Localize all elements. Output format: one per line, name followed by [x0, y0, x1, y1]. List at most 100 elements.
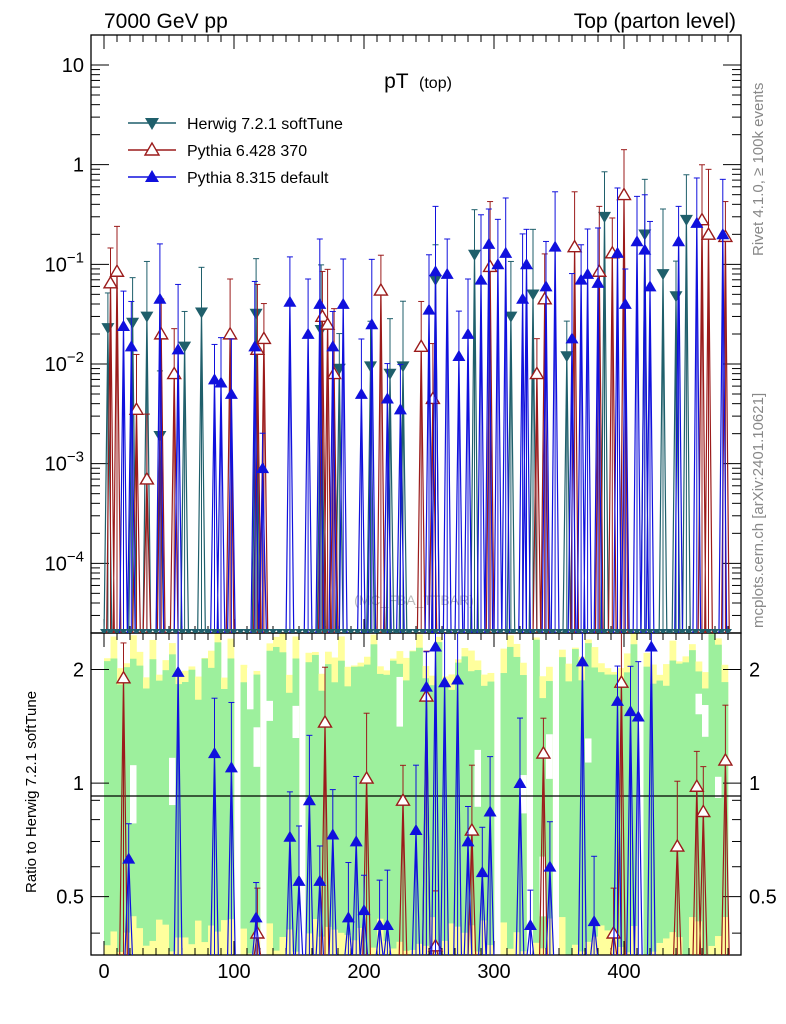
band-gap: [247, 667, 254, 710]
band-inner-bin: [208, 667, 215, 926]
band-gap: [130, 765, 137, 824]
main-title-text: pT: [384, 70, 409, 93]
band-inner-bin: [253, 674, 261, 936]
band-inner-bin: [708, 634, 716, 946]
herwig-bottom-marker: [132, 629, 141, 633]
herwig-bottom-marker: [691, 629, 700, 633]
x-tick-label: 0: [98, 961, 109, 983]
pythia8-point: [171, 343, 185, 355]
herwig-bottom-marker: [353, 629, 362, 633]
herwig-bottom-marker: [568, 629, 576, 633]
ratio-pythia8-point: [461, 835, 475, 847]
herwig-bottom-marker: [503, 629, 511, 633]
band-inner-bin: [676, 663, 683, 938]
ratio-pythia6-point: [317, 714, 333, 728]
herwig-bottom-marker: [438, 629, 446, 633]
pythia6-point: [222, 326, 238, 340]
band-inner-bin: [442, 683, 449, 941]
herwig-bottom-marker: [360, 629, 368, 633]
band-inner-bin: [318, 690, 326, 937]
ratio-pythia8-point: [513, 776, 527, 788]
band-inner-bin: [663, 685, 670, 939]
band-inner-bin: [689, 650, 696, 918]
herwig-point: [195, 307, 208, 319]
band-gap: [715, 776, 722, 798]
herwig-bottom-marker: [223, 629, 232, 633]
ratio-pythia8-point: [631, 710, 645, 722]
band-inner-bin: [104, 661, 111, 946]
herwig-bottom-marker: [425, 629, 433, 633]
herwig-point: [101, 323, 115, 335]
main-title-sub: (top): [419, 75, 452, 92]
pythia6-point: [139, 471, 155, 485]
herwig-point: [656, 269, 670, 281]
band-inner-bin: [240, 682, 248, 929]
pythia8-point: [429, 265, 442, 277]
herwig-point: [679, 214, 693, 226]
herwig-bottom-marker: [301, 629, 310, 633]
pythia8-point: [491, 258, 505, 270]
herwig-bottom-marker: [184, 629, 193, 633]
band-inner-bin: [201, 658, 209, 943]
band-inner-bin: [643, 666, 651, 955]
band-inner-bin: [572, 649, 579, 945]
ratio-pythia8-point: [611, 694, 624, 706]
pythia6-point: [319, 316, 336, 330]
pythia8-point: [117, 319, 130, 331]
band-inner-bin: [149, 659, 157, 941]
herwig-bottom-marker: [444, 629, 453, 633]
band-inner-bin: [117, 684, 124, 952]
herwig-bottom-marker: [256, 629, 264, 633]
herwig-point: [140, 311, 154, 323]
herwig-bottom-marker: [308, 629, 316, 633]
pythia8-point: [224, 387, 238, 399]
ratio-pythia6-point: [464, 822, 480, 836]
band-inner-bin: [136, 665, 144, 929]
band-inner-bin: [591, 667, 599, 937]
herwig-bottom-marker: [535, 629, 544, 633]
main-series-layer: [100, 149, 734, 633]
herwig-bottom-marker: [685, 629, 693, 633]
band-inner-bin: [214, 642, 222, 932]
herwig-bottom-marker: [561, 629, 570, 633]
band-gap: [520, 775, 527, 814]
pythia6-point: [109, 263, 125, 277]
y-tick-label-main: 1: [73, 155, 84, 177]
band-inner-bin: [195, 699, 202, 921]
pythia8-point: [248, 340, 262, 352]
pythia6-line: [106, 194, 730, 633]
ratio-pythia8-point: [249, 911, 263, 923]
header-left: 7000 GeV pp: [104, 10, 228, 33]
band-inner-bin: [403, 680, 410, 951]
pythia8-point: [301, 327, 315, 339]
pythia8-point: [716, 228, 730, 240]
band-inner-bin: [461, 656, 469, 933]
band-inner-bin: [474, 670, 482, 952]
herwig-bottom-marker: [639, 629, 648, 633]
ratio-pythia8-point: [438, 676, 452, 688]
herwig-bottom-marker: [113, 629, 121, 633]
legend-marker-pythia6: [143, 141, 161, 156]
band-inner-bin: [455, 662, 462, 927]
ratio-pythia8-point: [419, 680, 433, 692]
pythia6-point: [102, 275, 119, 289]
band-inner-bin: [338, 660, 345, 933]
y-tick-label-ratio-right: 1: [749, 773, 760, 795]
ratio-pythia8-point: [543, 860, 557, 872]
band-inner-bin: [559, 657, 566, 918]
pythia6-point: [529, 366, 545, 380]
legend-marker-pythia8: [145, 170, 159, 182]
band-inner-bin: [585, 643, 592, 942]
band-inner-bin: [630, 644, 638, 927]
herwig-bottom-marker: [152, 629, 160, 633]
pythia8-point: [313, 297, 327, 309]
ratio-pythia6-point: [689, 778, 705, 792]
ratio-series-layer: [115, 633, 734, 955]
band-gap: [169, 757, 176, 806]
ratio-pythia8-point: [475, 866, 489, 878]
herwig-bottom-marker: [470, 629, 479, 633]
pythia8-point: [440, 267, 454, 279]
herwig-bottom-marker: [412, 629, 420, 633]
ratio-pythia8-point: [644, 640, 658, 652]
herwig-bottom-marker: [431, 629, 440, 633]
